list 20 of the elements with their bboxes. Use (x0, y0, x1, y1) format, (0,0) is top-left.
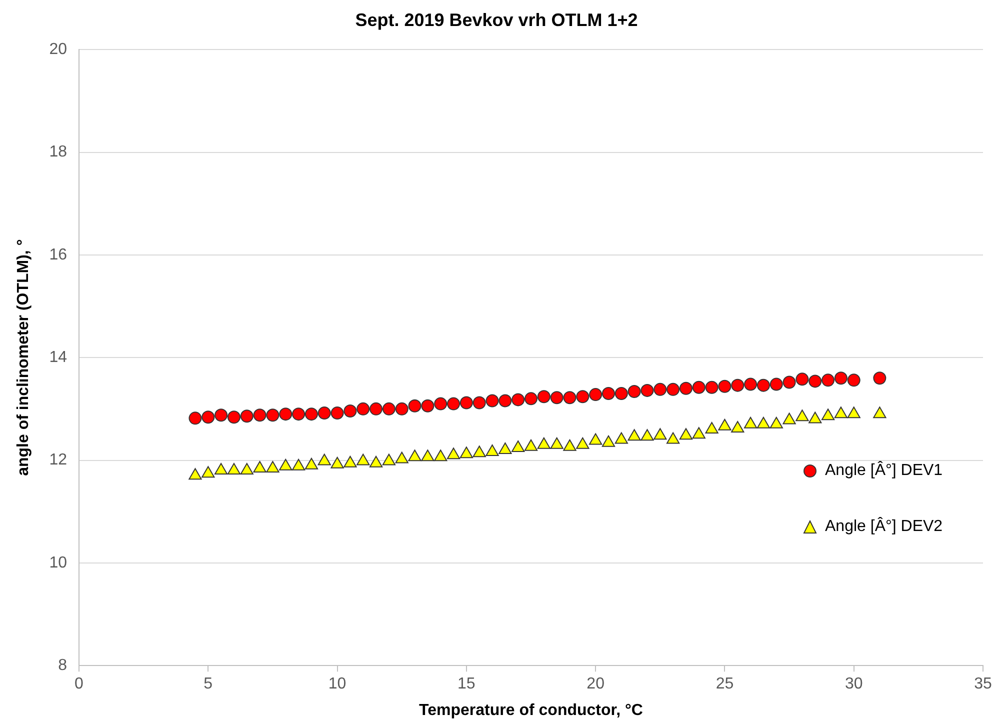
y-tick-label: 10 (49, 554, 68, 572)
x-tick-label: 20 (586, 676, 605, 693)
x-axis-title: Temperature of conductor, °C (419, 702, 644, 719)
x-tick-label: 5 (204, 676, 213, 693)
x-tick-label: 15 (458, 676, 476, 693)
y-tick-label: 8 (58, 657, 68, 674)
y-tick-label: 20 (49, 41, 68, 58)
chart-title: Sept. 2019 Bevkov vrh OTLM 1+2 (355, 10, 638, 30)
x-tick-label: 10 (328, 676, 346, 693)
y-tick-label: 16 (49, 246, 68, 264)
y-axis-title: angle of inclinometer (OTLM), ° (15, 239, 32, 476)
x-tick-label: 35 (974, 676, 992, 693)
y-tick-label: 18 (49, 144, 68, 161)
x-tick-label: 30 (844, 676, 863, 693)
x-tick-label: 25 (716, 676, 734, 693)
y-tick-label: 14 (49, 349, 68, 366)
y-tick-label: 12 (49, 452, 68, 469)
x-tick-label: 0 (74, 676, 84, 693)
legend-label: Angle [Â°] DEV2 (825, 518, 943, 536)
legend-label: Angle [Â°] DEV1 (825, 462, 943, 480)
